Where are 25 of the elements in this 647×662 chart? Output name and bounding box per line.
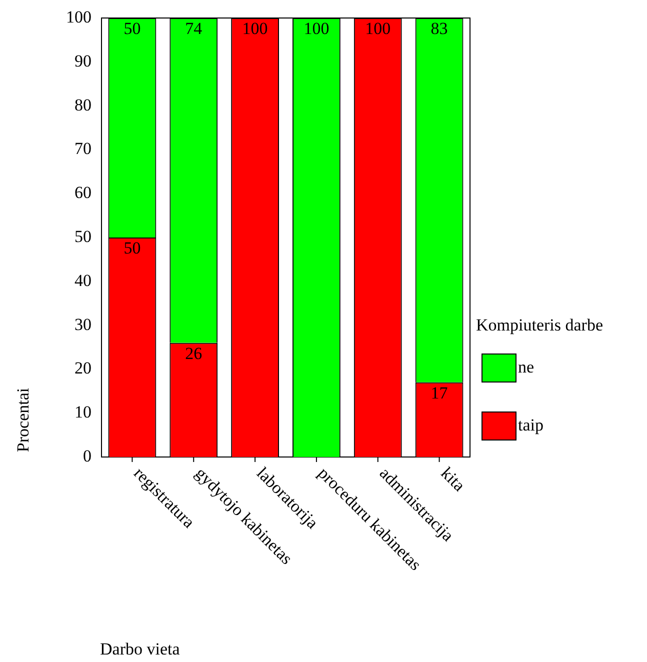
- y-tick-label: 20: [74, 358, 92, 378]
- x-axis-title: Darbo vieta: [100, 639, 180, 658]
- legend-label: ne: [518, 357, 534, 376]
- y-tick-label: 70: [74, 139, 92, 158]
- data-label: 50: [124, 18, 141, 38]
- y-tick-label: 90: [74, 51, 92, 70]
- legend-label: taip: [518, 415, 544, 434]
- data-label: 26: [185, 344, 202, 363]
- y-tick-label: 10: [74, 402, 92, 422]
- legend-title: Kompiuteris darbe: [476, 315, 603, 334]
- data-label: 100: [365, 18, 391, 38]
- data-label: 74: [185, 18, 203, 38]
- y-tick-label: 80: [74, 95, 92, 114]
- data-label: 83: [430, 18, 448, 38]
- y-axis-title: Procentai: [13, 388, 32, 452]
- y-tick-label: 30: [74, 314, 92, 334]
- data-label: 50: [124, 238, 141, 258]
- y-tick-label: 100: [66, 7, 92, 26]
- data-label: 17: [430, 383, 448, 402]
- y-tick-label: 0: [83, 446, 92, 466]
- y-tick-label: 40: [74, 270, 92, 290]
- y-tick-label: 50: [74, 226, 92, 246]
- y-tick-label: 60: [74, 183, 92, 202]
- data-label: 100: [242, 18, 268, 38]
- data-label: 100: [304, 18, 330, 38]
